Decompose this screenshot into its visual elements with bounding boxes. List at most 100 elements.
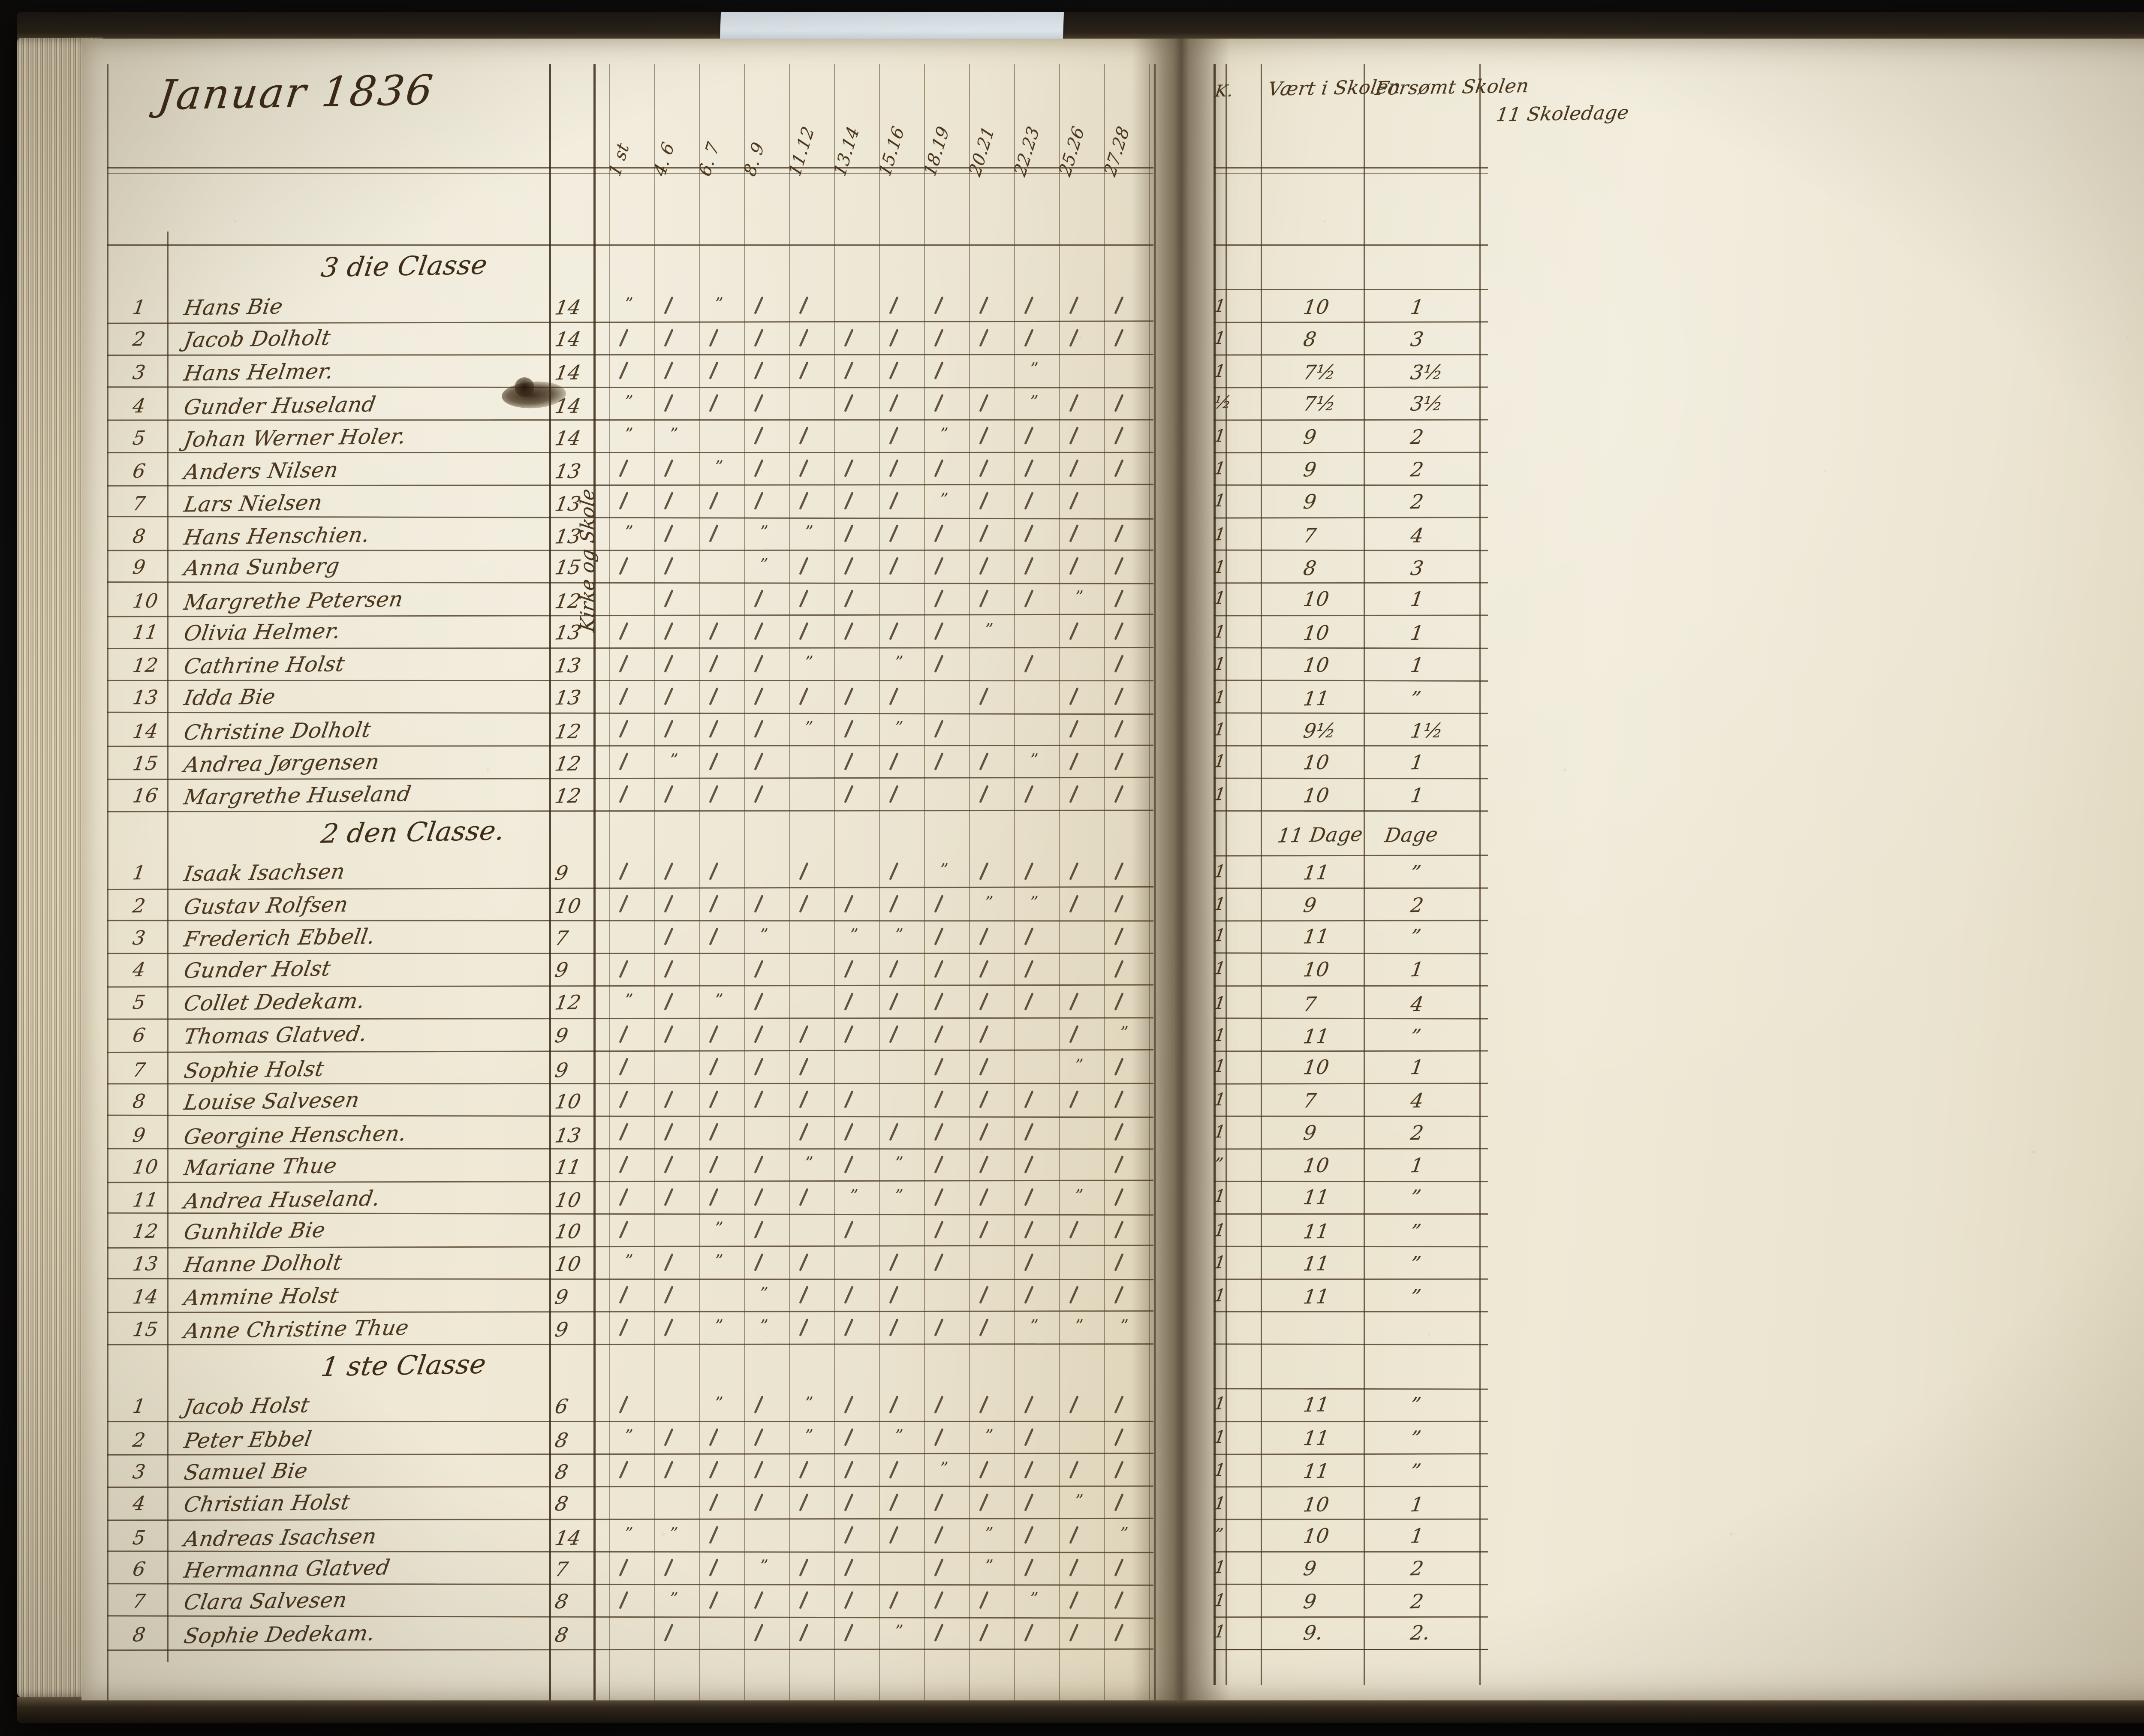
row-number: 9 (131, 556, 147, 579)
pupil-age: 10 (553, 1252, 583, 1276)
pupil-age: 13 (553, 492, 583, 516)
days-absent-value: 1 (1409, 653, 1425, 677)
attendance-ditto-mark: ” (1028, 392, 1039, 411)
attendance-tally-mark (1114, 1591, 1123, 1609)
days-present-value: 8 (1302, 328, 1318, 351)
attendance-tally-mark (709, 1123, 718, 1141)
attendance-tally-mark (934, 557, 943, 575)
pupil-name: Christine Dolholt (182, 717, 373, 745)
attendance-tally-mark (1114, 1123, 1123, 1141)
table-row-rule (107, 1083, 1153, 1085)
attendance-tally-mark (844, 1591, 853, 1609)
date-column-header: 11.12 (785, 123, 818, 179)
pupil-name: Clara Salvesen (182, 1588, 349, 1615)
attendance-tally-mark (934, 1318, 943, 1336)
attendance-tally-mark (1069, 752, 1078, 770)
table-row-rule (107, 614, 1153, 617)
attendance-tally-mark (1114, 960, 1123, 978)
attendance-tally-mark (844, 1025, 853, 1043)
table-row-rule (107, 745, 1153, 747)
attendance-ditto-mark: ” (1073, 1491, 1084, 1510)
attendance-tally-mark (709, 687, 718, 705)
attendance-tally-mark (1114, 993, 1123, 1011)
attendance-tally-mark (1024, 655, 1033, 673)
row-number: 10 (131, 1155, 160, 1179)
pupil-name: Anne Christine Thue (182, 1315, 411, 1343)
table-left-border (107, 64, 108, 1700)
row-number: 3 (131, 1460, 147, 1483)
days-present-value: 11 (1302, 1252, 1331, 1276)
attendance-tally-mark (754, 1253, 763, 1271)
attendance-tally-mark (799, 361, 808, 379)
right-row-rule (1214, 647, 1488, 649)
church-attendance-value: 1 (1213, 1186, 1227, 1206)
table-row-rule (107, 320, 1153, 324)
days-absent-value: 4 (1409, 993, 1425, 1016)
right-row-rule (1214, 952, 1488, 954)
attendance-ditto-mark: ” (893, 718, 904, 737)
right-absent-rule (1364, 64, 1365, 1685)
days-absent-value: 1 (1409, 1493, 1425, 1516)
attendance-tally-mark (664, 1461, 673, 1479)
pupil-name: Jacob Holst (182, 1393, 311, 1420)
attendance-ditto-mark: ” (758, 1316, 769, 1335)
row-number: 12 (131, 653, 160, 677)
attendance-tally-mark (889, 1253, 898, 1271)
days-present-value: 11 (1302, 1185, 1331, 1209)
table-row-rule (107, 680, 1153, 681)
church-attendance-value: 1 (1213, 1427, 1227, 1447)
church-attendance-value: 1 (1213, 1286, 1227, 1306)
days-present-value: 11 (1302, 1219, 1331, 1243)
header-rule-top (107, 167, 1153, 168)
attendance-tally-mark (979, 427, 988, 445)
table-row-rule (107, 1583, 1153, 1586)
row-number: 7 (131, 1590, 147, 1613)
table-row-rule (107, 1278, 1153, 1280)
attendance-tally-mark (799, 296, 808, 314)
right-table-right-border (1479, 64, 1481, 1685)
attendance-tally-mark (664, 655, 673, 673)
attendance-tally-mark (619, 1155, 628, 1173)
days-present-value: 7 (1302, 993, 1318, 1016)
pupil-name: Louise Salvesen (182, 1088, 361, 1115)
attendance-tally-mark (889, 1318, 898, 1336)
attendance-tally-mark (664, 296, 673, 314)
attendance-tally-mark (754, 993, 763, 1011)
row-number: 1 (131, 1395, 147, 1418)
row-number: 2 (131, 328, 147, 351)
church-attendance-value: 1 (1213, 1090, 1227, 1110)
right-row-rule (1214, 920, 1488, 921)
attendance-tally-mark (1024, 590, 1033, 608)
attendance-tally-mark (979, 590, 988, 608)
church-attendance-value: 1 (1213, 459, 1227, 478)
pupil-age: 8 (553, 1429, 570, 1452)
attendance-tally-mark (619, 1286, 628, 1304)
attendance-tally-mark (1114, 524, 1123, 542)
right-row-rule (1214, 1213, 1488, 1215)
attendance-tally-mark (709, 1090, 718, 1108)
pupil-age: 11 (553, 1155, 583, 1179)
row-number: 14 (131, 1285, 160, 1308)
attendance-tally-mark (889, 622, 898, 640)
attendance-tally-mark (754, 1591, 763, 1609)
right-row-rule (1214, 1050, 1488, 1052)
grid-column-rule (1104, 64, 1105, 1700)
attendance-tally-mark (664, 1123, 673, 1141)
attendance-tally-mark (619, 361, 628, 379)
pupil-age: 9 (553, 958, 570, 982)
pupil-age: 14 (553, 361, 583, 385)
age-column-rule (549, 64, 551, 1700)
attendance-tally-mark (889, 1025, 898, 1043)
attendance-tally-mark (934, 1025, 943, 1043)
attendance-tally-mark (844, 720, 853, 738)
attendance-tally-mark (709, 752, 718, 770)
days-present-value: 11 (1302, 1285, 1331, 1308)
row-number: 13 (131, 1252, 160, 1275)
days-present-value: 10 (1302, 1056, 1331, 1079)
attendance-tally-mark (754, 492, 763, 510)
attendance-tally-mark (619, 785, 628, 803)
days-absent-value: 1 (1409, 751, 1425, 774)
days-absent-value: ” (1409, 1185, 1423, 1209)
attendance-tally-mark (1024, 1428, 1033, 1446)
days-absent-value: ” (1409, 1426, 1423, 1450)
